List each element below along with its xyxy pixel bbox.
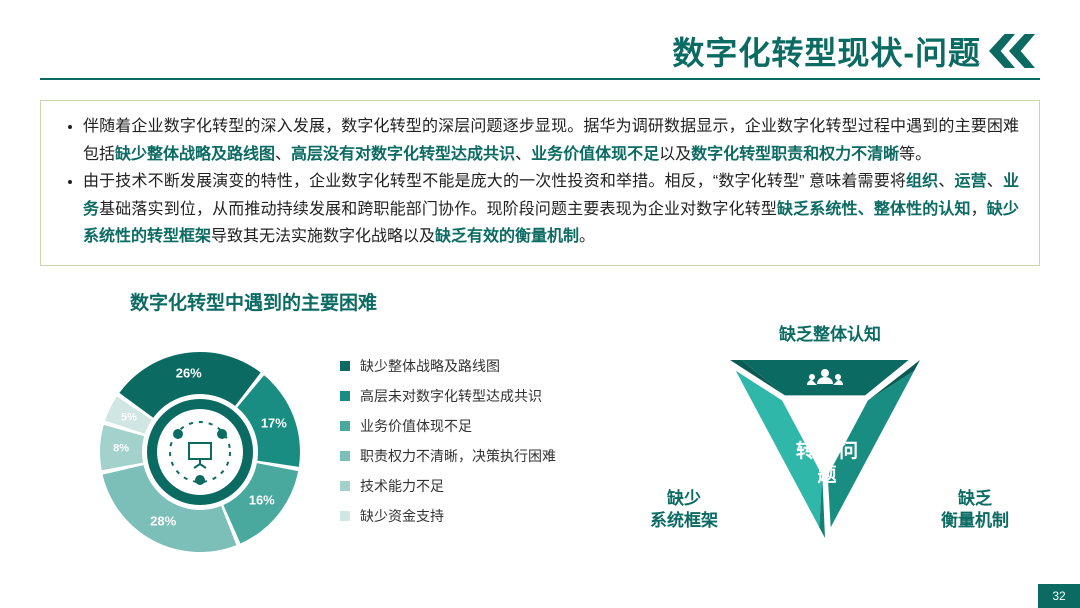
title-chevrons: [995, 34, 1035, 68]
triangle-diagram: $ 缺乏整体认知 缺少系统框架 缺乏衡量机制 转型 问题: [630, 320, 1020, 580]
svg-text:16%: 16%: [249, 493, 275, 508]
legend-swatch: [340, 361, 350, 371]
tri-center-label: 转型 问题: [792, 440, 862, 488]
donut-chart-region: 26% 17% 16% 28% 8% 5% 缺少整体战略及路线图高层未对数字化转型达成共识…: [60, 330, 580, 570]
legend-label: 缺少整体战略及路线图: [360, 356, 500, 376]
legend-item: 职责权力不清晰，决策执行困难: [340, 446, 556, 466]
summary-bullet-2: 由于技术不断发展演变的特性，企业数字化转型不能是庞大的一次性投资和举措。相反，“…: [83, 168, 1019, 251]
donut-chart: 26% 17% 16% 28% 8% 5%: [80, 342, 320, 562]
legend-swatch: [340, 451, 350, 461]
page-number: 32: [1038, 584, 1080, 608]
svg-text:$: $: [874, 461, 882, 476]
summary-textbox: 伴随着企业数字化转型的深入发展，数字化转型的深层问题逐步显现。据华为调研数据显示…: [40, 100, 1040, 266]
svg-text:5%: 5%: [121, 411, 137, 423]
legend-swatch: [340, 421, 350, 431]
legend-item: 技术能力不足: [340, 476, 556, 496]
header-divider: [40, 78, 1040, 80]
svg-text:17%: 17%: [261, 415, 287, 430]
legend-label: 高层未对数字化转型达成共识: [360, 386, 542, 406]
legend-label: 职责权力不清晰，决策执行困难: [360, 446, 556, 466]
svg-text:28%: 28%: [150, 513, 176, 528]
page-title: 数字化转型现状-问题: [672, 28, 981, 74]
legend-item: 业务价值体现不足: [340, 416, 556, 436]
legend-label: 缺少资金支持: [360, 506, 444, 526]
legend-label: 业务价值体现不足: [360, 416, 472, 436]
chevron-left-icon: [1009, 34, 1035, 68]
legend-swatch: [340, 511, 350, 521]
legend-item: 缺少整体战略及路线图: [340, 356, 556, 376]
svg-text:8%: 8%: [113, 442, 129, 454]
tri-label-right: 缺乏衡量机制: [930, 488, 1020, 532]
legend-swatch: [340, 391, 350, 401]
legend-label: 技术能力不足: [360, 476, 444, 496]
tri-label-left: 缺少系统框架: [634, 488, 734, 532]
tri-label-top: 缺乏整体认知: [775, 324, 885, 346]
summary-bullet-1: 伴随着企业数字化转型的深入发展，数字化转型的深层问题逐步显现。据华为调研数据显示…: [83, 113, 1019, 168]
svg-text:26%: 26%: [176, 365, 202, 380]
legend-item: 高层未对数字化转型达成共识: [340, 386, 556, 406]
chart-subtitle: 数字化转型中遇到的主要困难: [130, 288, 377, 315]
legend-swatch: [340, 481, 350, 491]
donut-legend: 缺少整体战略及路线图高层未对数字化转型达成共识业务价值体现不足职责权力不清晰，决…: [340, 356, 556, 526]
legend-item: 缺少资金支持: [340, 506, 556, 526]
